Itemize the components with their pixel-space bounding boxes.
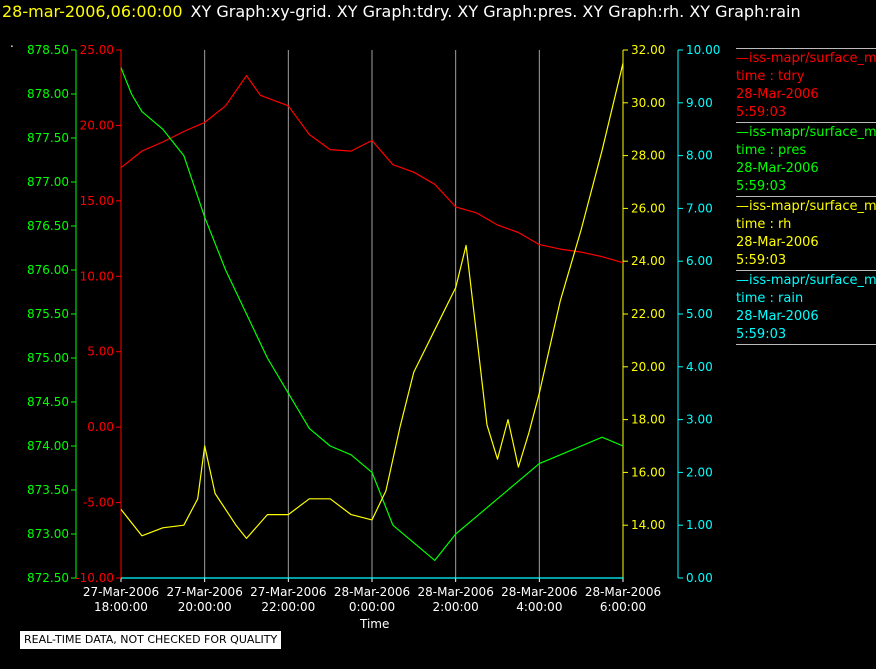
- y-tick-label-rh: 20.00: [631, 360, 665, 374]
- y-tick-label-rain: 2.00: [686, 465, 713, 479]
- y-tick-label-pres: 876.50: [27, 219, 69, 233]
- y-tick-label-tdry: -5.00: [83, 496, 114, 510]
- x-tick-label-date: 27-Mar-2006: [166, 585, 242, 599]
- y-tick-label-pres: 877.50: [27, 131, 69, 145]
- y-tick-label-rh: 26.00: [631, 201, 665, 215]
- y-tick-label-pres: 872.50: [27, 571, 69, 585]
- legend-separator: [736, 122, 876, 123]
- y-tick-label-rh: 14.00: [631, 518, 665, 532]
- y-tick-label-rh: 30.00: [631, 96, 665, 110]
- y-tick-label-rain: 8.00: [686, 149, 713, 163]
- legend-line: —iss-mapr/surface_m: [736, 51, 876, 66]
- x-tick-label-time: 2:00:00: [433, 600, 479, 614]
- legend-line: —iss-mapr/surface_m: [736, 199, 876, 214]
- y-tick-label-pres: 878.50: [27, 43, 69, 57]
- legend-time: 5:59:03: [736, 327, 787, 342]
- y-tick-label-rain: 5.00: [686, 307, 713, 321]
- legend-var: time : tdry: [736, 69, 805, 84]
- x-tick-label-time: 22:00:00: [261, 600, 315, 614]
- y-tick-label-tdry: 25.00: [80, 43, 114, 57]
- legend-time: 5:59:03: [736, 179, 787, 194]
- y-tick-label-rh: 28.00: [631, 149, 665, 163]
- y-tick-label-rain: 1.00: [686, 518, 713, 532]
- series-line-rh: [120, 63, 624, 540]
- y-tick-label-rh: 24.00: [631, 254, 665, 268]
- y-tick-label-rain: 10.00: [686, 43, 720, 57]
- legend-separator: [736, 48, 876, 49]
- y-tick-label-pres: 874.50: [27, 395, 69, 409]
- legend-time: 5:59:03: [736, 253, 787, 268]
- legend-date: 28-Mar-2006: [736, 161, 819, 176]
- legend-var: time : rh: [736, 217, 792, 232]
- x-axis-title: Time: [360, 617, 390, 631]
- legend-separator: [736, 196, 876, 197]
- y-tick-label-pres: 876.00: [27, 263, 69, 277]
- series-line-tdry: [120, 74, 624, 264]
- y-tick-label-rh: 22.00: [631, 307, 665, 321]
- legend-line: —iss-mapr/surface_m: [736, 273, 876, 288]
- series-line-pres: [120, 67, 624, 562]
- x-tick-label-date: 28-Mar-2006: [585, 585, 661, 599]
- y-tick-label-rh: 18.00: [631, 413, 665, 427]
- y-tick-label-tdry: 10.00: [80, 269, 114, 283]
- y-tick-label-rain: 7.00: [686, 201, 713, 215]
- y-tick-label-tdry: -10.00: [75, 571, 114, 585]
- y-tick-label-tdry: 15.00: [80, 194, 114, 208]
- y-tick-label-pres: 877.00: [27, 175, 69, 189]
- x-tick-label-date: 28-Mar-2006: [501, 585, 577, 599]
- title-bar: 28-mar-2006,06:00:00 XY Graph:xy-grid. XY…: [2, 2, 876, 24]
- y-tick-label-pres: 878.00: [27, 87, 69, 101]
- legend-var: time : rain: [736, 291, 804, 306]
- x-tick-label-time: 6:00:00: [600, 600, 646, 614]
- legend: —iss-mapr/surface_m time : tdry 28-Mar-200…: [736, 48, 876, 346]
- y-tick-label-pres: 873.00: [27, 527, 69, 541]
- y-tick-label-tdry: 0.00: [87, 420, 114, 434]
- y-tick-label-rain: 3.00: [686, 413, 713, 427]
- quality-note: REAL-TIME DATA, NOT CHECKED FOR QUALITY: [20, 631, 282, 649]
- y-tick-label-rain: 0.00: [686, 571, 713, 585]
- legend-separator: [736, 344, 876, 345]
- legend-date: 28-Mar-2006: [736, 87, 819, 102]
- x-tick-label-time: 18:00:00: [94, 600, 148, 614]
- y-tick-label-rain: 4.00: [686, 360, 713, 374]
- legend-time: 5:59:03: [736, 105, 787, 120]
- x-tick-label-date: 27-Mar-2006: [83, 585, 159, 599]
- y-tick-label-pres: 874.00: [27, 439, 69, 453]
- y-tick-label-rh: 16.00: [631, 465, 665, 479]
- x-tick-label-date: 28-Mar-2006: [334, 585, 410, 599]
- y-tick-label-pres: 875.50: [27, 307, 69, 321]
- y-tick-label-pres: 875.00: [27, 351, 69, 365]
- y-tick-label-tdry: 20.00: [80, 118, 114, 132]
- marker-dot: .: [10, 36, 14, 50]
- legend-date: 28-Mar-2006: [736, 309, 819, 324]
- legend-date: 28-Mar-2006: [736, 235, 819, 250]
- y-tick-label-pres: 873.50: [27, 483, 69, 497]
- legend-var: time : pres: [736, 143, 807, 158]
- x-tick-label-date: 28-Mar-2006: [417, 585, 493, 599]
- legend-separator: [736, 270, 876, 271]
- timestamp: 28-mar-2006,06:00:00: [2, 2, 183, 21]
- y-tick-label-rh: 32.00: [631, 43, 665, 57]
- x-tick-label-time: 20:00:00: [178, 600, 232, 614]
- x-tick-label-time: 0:00:00: [349, 600, 395, 614]
- y-tick-label-rain: 9.00: [686, 96, 713, 110]
- y-tick-label-tdry: 5.00: [87, 345, 114, 359]
- y-tick-label-rain: 6.00: [686, 254, 713, 268]
- x-tick-label-date: 27-Mar-2006: [250, 585, 326, 599]
- legend-line: —iss-mapr/surface_m: [736, 125, 876, 140]
- x-tick-label-time: 4:00:00: [516, 600, 562, 614]
- graph-titles: XY Graph:xy-grid. XY Graph:tdry. XY Grap…: [190, 2, 801, 21]
